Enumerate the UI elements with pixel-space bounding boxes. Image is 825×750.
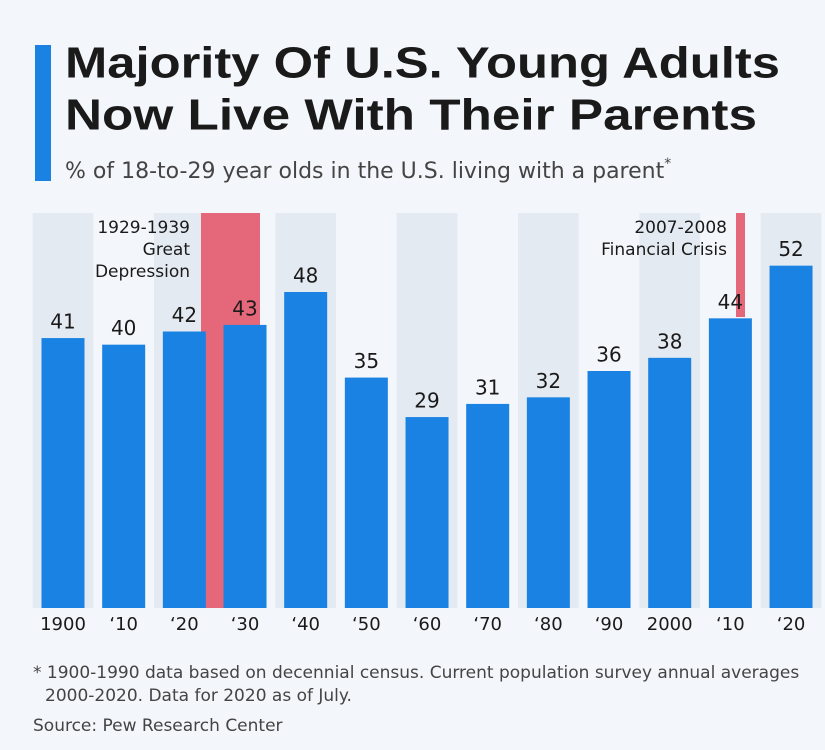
value-label: 40 [111,316,136,340]
x-tick-label: ‘20 [777,614,806,635]
value-label: 38 [657,329,682,353]
x-tick-label: ‘50 [352,614,381,635]
value-label: 41 [50,310,75,334]
bar [223,324,267,608]
value-label: 36 [596,343,621,367]
value-label: 32 [536,369,561,393]
x-tick-label: ‘30 [231,614,260,635]
annotation: 2007-2008 [634,218,727,238]
title-accent [35,45,51,181]
value-label: 48 [293,264,318,288]
bar [102,344,146,608]
x-tick-label: ‘60 [413,614,442,635]
x-tick-label: ‘70 [473,614,502,635]
value-label: 31 [475,375,500,399]
bar [162,331,206,608]
x-tick-label: 1900 [40,614,86,635]
footnote: * 1900-1990 data based on decennial cens… [33,663,800,706]
financial-crisis-shade [736,213,745,317]
bar [648,357,692,608]
value-label: 35 [354,349,379,373]
x-tick-label: 2000 [647,614,693,635]
chart-subtitle: % of 18-to-29 year olds in the U.S. livi… [65,156,671,184]
x-tick-label: ‘10 [716,614,745,635]
x-tick-label: ‘40 [291,614,320,635]
annotation: 1929-1939 [97,218,190,238]
value-label: 44 [718,290,743,314]
x-tick-label: ‘10 [109,614,138,635]
subtitle-text: % of 18-to-29 year olds in the U.S. livi… [65,159,665,184]
bar [587,371,631,608]
value-label: 29 [414,389,439,413]
chart-title: Now Live With Their Parents [65,91,757,140]
bar [526,397,570,608]
bar [405,417,449,608]
annotation: Depression [95,262,190,282]
value-label: 52 [778,237,803,261]
bar [466,403,510,608]
chart-title: Majority Of U.S. Young Adults [65,39,780,88]
bar [284,292,328,608]
x-tick-label: ‘20 [170,614,199,635]
annotation: Great [143,240,191,260]
value-label: 43 [232,296,257,320]
subtitle-note: * [664,156,671,172]
annotation: Financial Crisis [601,240,727,260]
bar [344,377,388,608]
value-label: 42 [172,303,197,327]
x-tick-label: ‘80 [534,614,563,635]
x-tick-label: ‘90 [595,614,624,635]
source: Source: Pew Research Center [33,716,283,736]
bar [708,318,752,608]
bar [769,265,813,608]
bar [41,338,85,608]
